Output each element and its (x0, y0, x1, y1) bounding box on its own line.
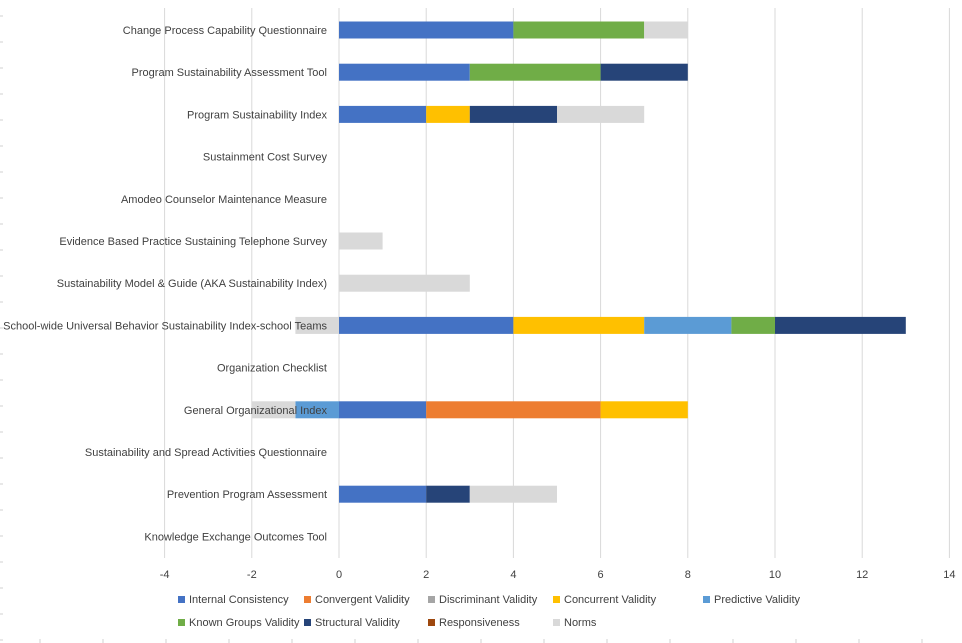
bar-segment (513, 21, 645, 39)
category-label: Amodeo Counselor Maintenance Measure (121, 194, 327, 206)
legend-swatch (304, 596, 311, 603)
legend-item: Responsiveness (428, 617, 520, 629)
bar-segment (775, 316, 906, 334)
bar-segment (339, 232, 383, 250)
x-tick-label: 6 (598, 569, 604, 581)
bar-segment (339, 316, 514, 334)
category-label: Sustainability Model & Guide (AKA Sustai… (57, 278, 327, 290)
legend-swatch (178, 619, 185, 626)
bar-segment (295, 401, 339, 419)
bar-segment (251, 401, 296, 419)
legend-label: Internal Consistency (189, 594, 289, 606)
legend-swatch (304, 619, 311, 626)
legend-swatch (553, 619, 560, 626)
x-tick-label: 8 (685, 569, 691, 581)
bar-segment (339, 401, 427, 419)
bar-segment (339, 274, 470, 292)
category-label: General Organizational Index (184, 405, 328, 417)
x-tick-label: 14 (943, 569, 955, 581)
bar-segment (339, 21, 514, 39)
legend-item: Norms (553, 617, 597, 629)
legend: Internal Consistency Convergent Validity D… (178, 594, 800, 629)
x-tick-label: 10 (769, 569, 781, 581)
category-label: Program Sustainability Assessment Tool (132, 67, 327, 79)
bar-segment (600, 63, 688, 81)
bar-segment (644, 21, 688, 39)
bar-segment (339, 63, 470, 81)
bar-segment (426, 485, 470, 503)
legend-item: Known Groups Validity (178, 617, 300, 629)
category-label: School-wide Universal Behavior Sustainab… (3, 320, 327, 332)
legend-item: Concurrent Validity (553, 594, 657, 606)
legend-swatch (428, 619, 435, 626)
legend-swatch (553, 596, 560, 603)
bar-segment (600, 401, 688, 419)
legend-label: Structural Validity (315, 617, 400, 629)
x-tick-label: 4 (510, 569, 516, 581)
legend-swatch (428, 596, 435, 603)
category-label: Program Sustainability Index (187, 109, 328, 121)
legend-swatch (178, 596, 185, 603)
bars (251, 21, 906, 503)
bar-segment (557, 105, 645, 123)
bar-segment (469, 105, 557, 123)
legend-label: Known Groups Validity (189, 617, 300, 629)
bar-segment (469, 485, 557, 503)
x-axis-tick-labels: -4 -2 0 2 4 6 8 10 12 14 (160, 569, 956, 581)
category-label: Prevention Program Assessment (167, 489, 327, 501)
legend-label: Concurrent Validity (564, 594, 657, 606)
legend-label: Predictive Validity (714, 594, 800, 606)
x-tick-label: 2 (423, 569, 429, 581)
legend-item: Predictive Validity (703, 594, 800, 606)
legend-label: Responsiveness (439, 617, 520, 629)
bar-segment (644, 316, 732, 334)
category-labels: Change Process Capability Questionnaire P… (3, 25, 327, 543)
x-tick-label: -4 (160, 569, 170, 581)
category-label: Change Process Capability Questionnaire (123, 25, 327, 37)
bar-segment (513, 316, 645, 334)
legend-label: Norms (564, 617, 597, 629)
legend-item: Discriminant Validity (428, 594, 538, 606)
legend-item: Structural Validity (304, 617, 400, 629)
bar-segment (426, 105, 470, 123)
x-tick-label: 12 (856, 569, 868, 581)
category-label: Organization Checklist (217, 363, 327, 375)
legend-swatch (703, 596, 710, 603)
gridlines (164, 8, 950, 558)
x-tick-label: 0 (336, 569, 342, 581)
category-label: Sustainment Cost Survey (203, 152, 328, 164)
x-tick-label: -2 (247, 569, 257, 581)
category-label: Evidence Based Practice Sustaining Telep… (59, 236, 327, 248)
bar-segment (295, 316, 339, 334)
bar-segment (426, 401, 601, 419)
legend-label: Discriminant Validity (439, 594, 538, 606)
bar-segment (339, 105, 427, 123)
category-label: Sustainability and Spread Activities Que… (85, 447, 327, 459)
bar-segment (339, 485, 427, 503)
legend-item: Internal Consistency (178, 594, 289, 606)
legend-item: Convergent Validity (304, 594, 410, 606)
category-label: Knowledge Exchange Outcomes Tool (144, 531, 327, 543)
frame-ticks (0, 15, 923, 643)
bar-segment (469, 63, 601, 81)
legend-label: Convergent Validity (315, 594, 410, 606)
bar-segment (731, 316, 775, 334)
